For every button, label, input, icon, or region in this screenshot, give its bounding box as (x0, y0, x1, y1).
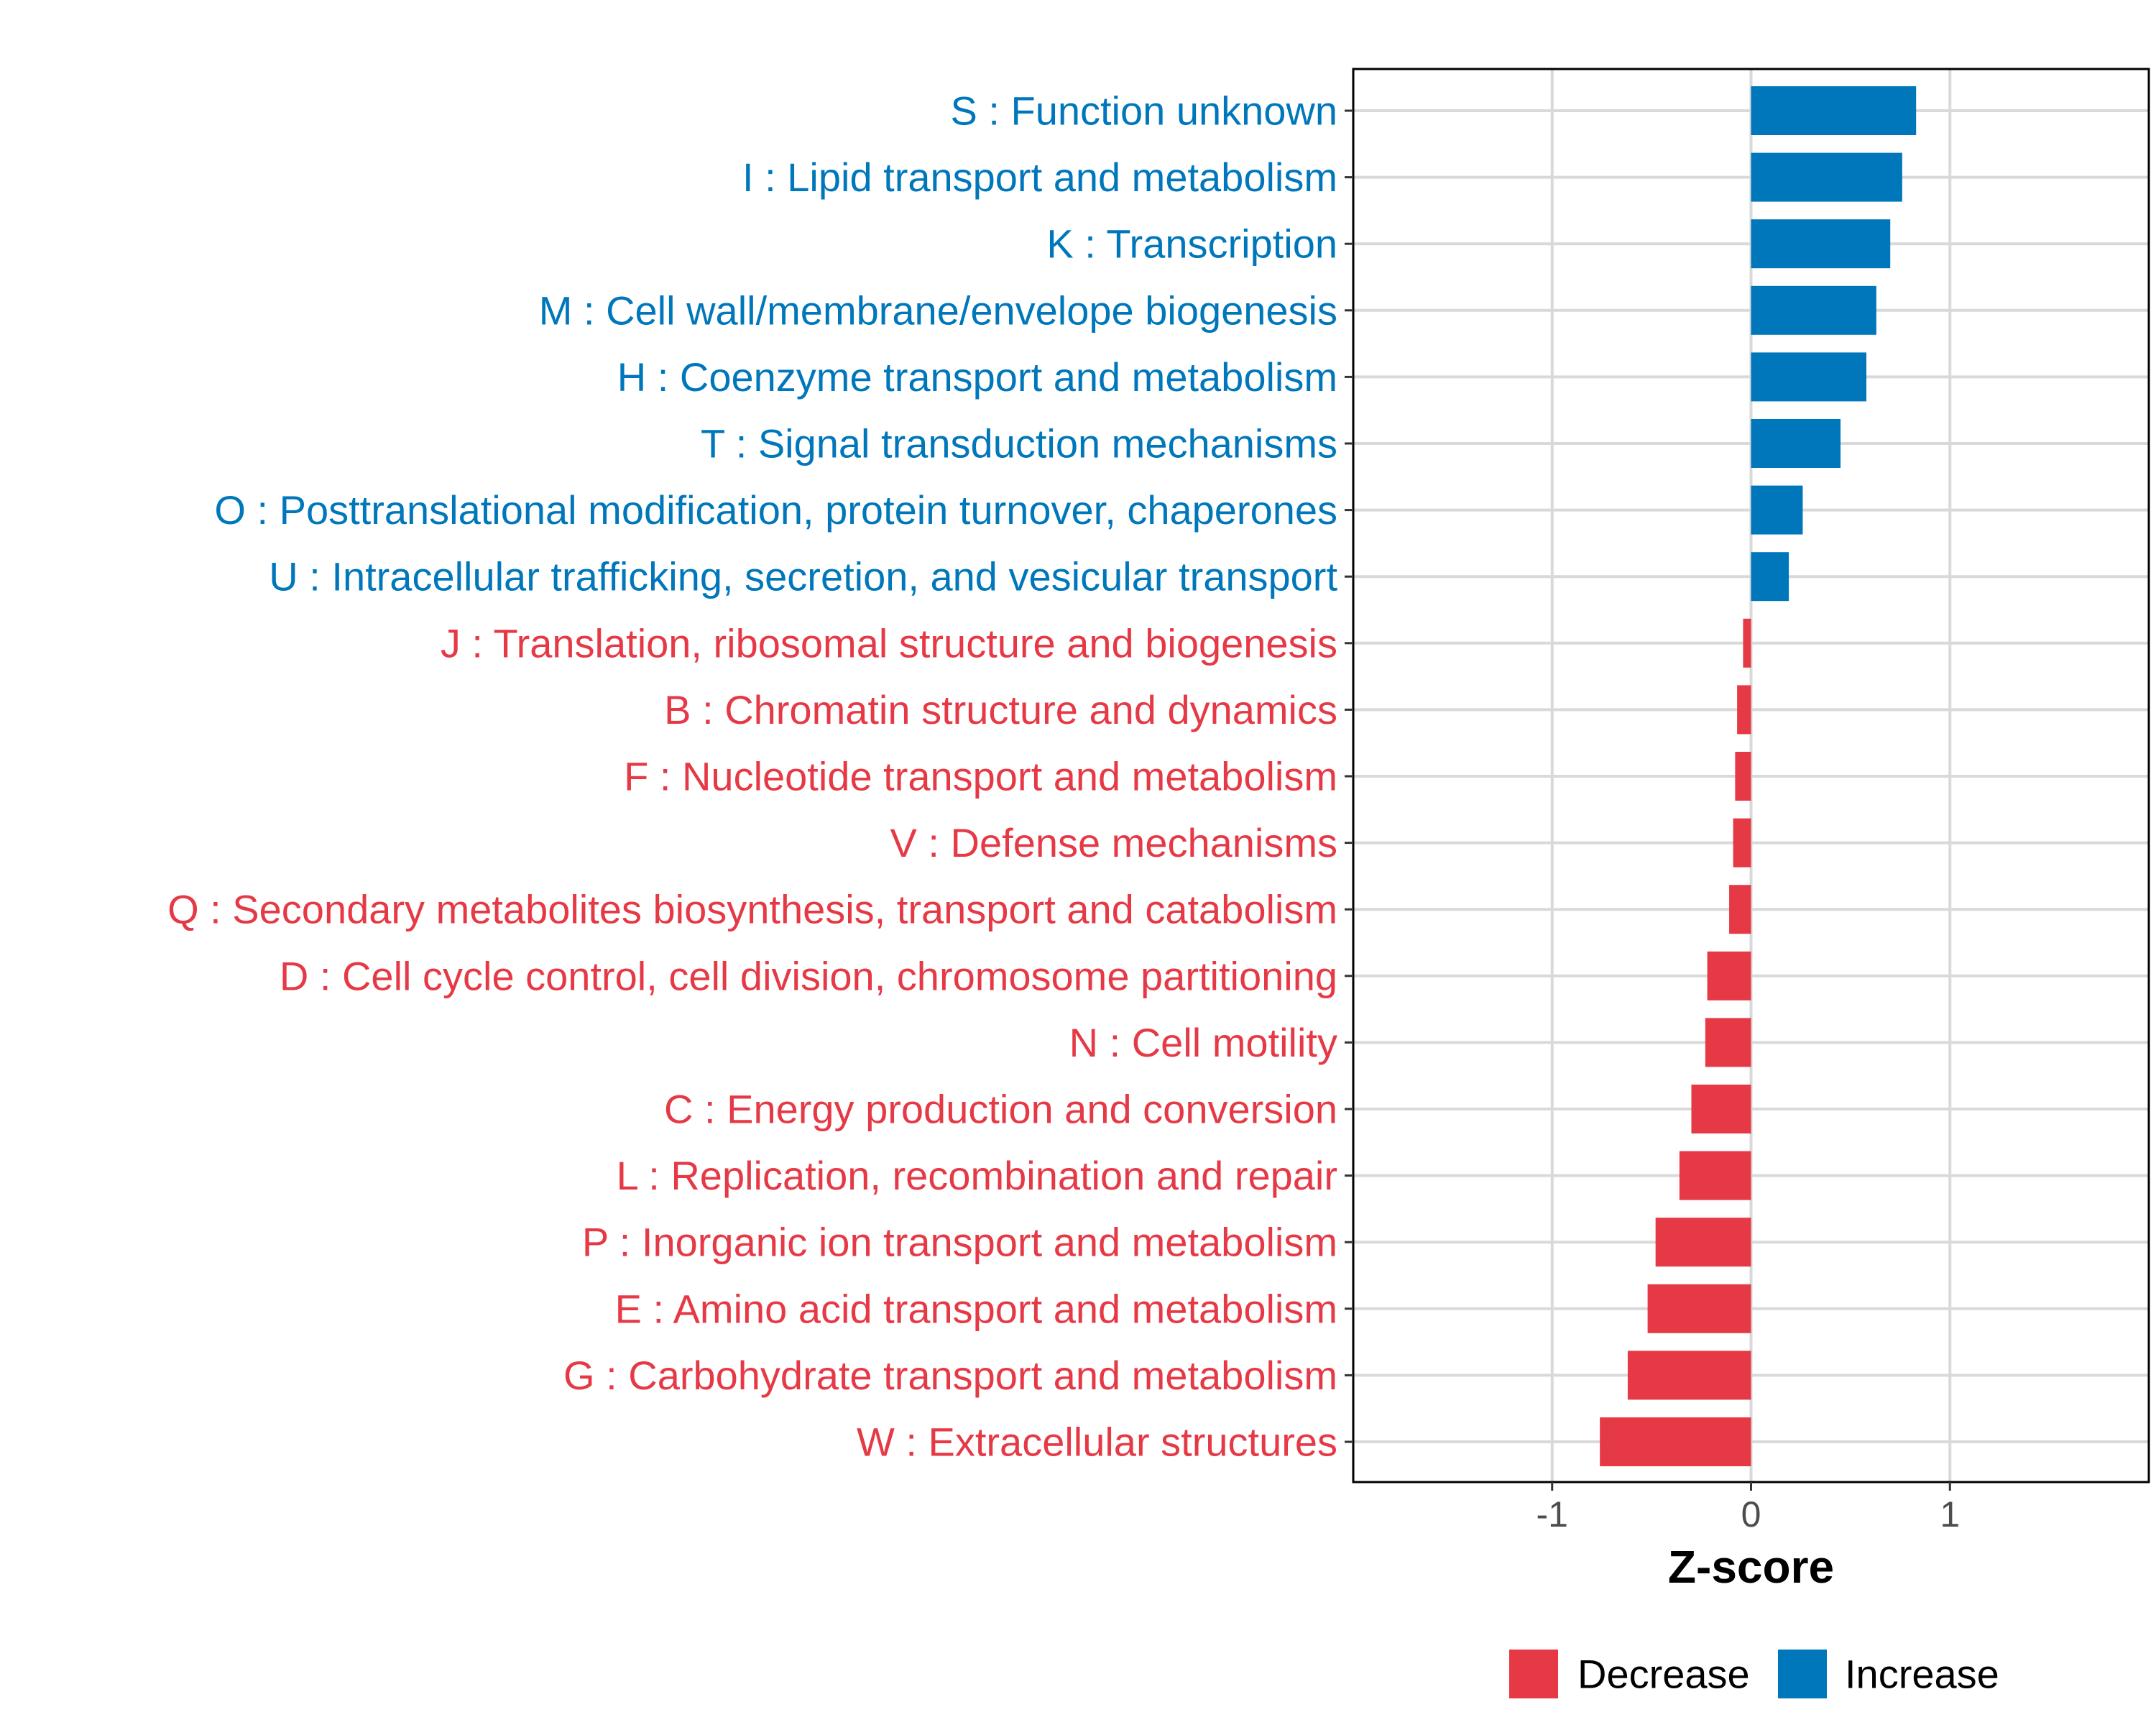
bar-14 (1707, 951, 1751, 1000)
bar-21 (1600, 1417, 1751, 1466)
category-label-4: M : Cell wall/membrane/envelope biogenes… (539, 288, 1337, 333)
bar-11 (1735, 752, 1751, 801)
bar-15 (1705, 1018, 1751, 1067)
category-label-10: B : Chromatin structure and dynamics (664, 687, 1337, 732)
category-label-11: F : Nucleotide transport and metabolism (624, 754, 1337, 799)
bar-19 (1647, 1284, 1751, 1333)
legend-label-decrease: Decrease (1577, 1652, 1750, 1697)
category-label-9: J : Translation, ribosomal structure and… (441, 620, 1337, 666)
category-label-7: O : Posttranslational modification, prot… (214, 487, 1337, 533)
y-axis: S : Function unknown I : Lipid transport … (167, 88, 1353, 1465)
category-label-20: G : Carbohydrate transport and metabolis… (563, 1353, 1337, 1398)
category-label-18: P : Inorganic ion transport and metaboli… (582, 1220, 1337, 1265)
category-label-15: N : Cell motility (1069, 1020, 1337, 1065)
category-label-12: V : Defense mechanisms (890, 820, 1337, 865)
bar-7 (1751, 485, 1803, 535)
x-tick-label-1: 0 (1741, 1494, 1761, 1535)
bar-1 (1751, 86, 1917, 135)
category-label-21: W : Extracellular structures (857, 1420, 1337, 1465)
bar-9 (1743, 618, 1751, 668)
bars (1600, 86, 1917, 1466)
bar-4 (1751, 285, 1876, 335)
bar-8 (1751, 552, 1789, 602)
x-tick-label-2: 1 (1940, 1494, 1960, 1535)
category-label-1: S : Function unknown (950, 88, 1337, 134)
category-label-3: K : Transcription (1046, 221, 1337, 267)
bar-18 (1655, 1218, 1751, 1267)
category-label-2: I : Lipid transport and metabolism (742, 155, 1337, 200)
x-tick-label-0: -1 (1537, 1494, 1568, 1535)
category-label-5: H : Coenzyme transport and metabolism (617, 354, 1337, 400)
legend-swatch-decrease (1509, 1650, 1558, 1698)
category-label-13: Q : Secondary metabolites biosynthesis, … (167, 887, 1337, 932)
bar-13 (1729, 885, 1751, 934)
category-label-8: U : Intracellular trafficking, secretion… (269, 554, 1337, 599)
category-label-14: D : Cell cycle control, cell division, c… (280, 953, 1337, 998)
x-axis-title: Z-score (1668, 1541, 1834, 1593)
category-label-6: T : Signal transduction mechanisms (701, 421, 1337, 466)
legend: Decrease Increase (1509, 1650, 1999, 1698)
x-axis: -1 0 1 (1537, 1482, 1960, 1535)
bar-20 (1627, 1351, 1751, 1400)
bar-2 (1751, 152, 1902, 202)
bar-3 (1751, 219, 1891, 269)
bar-12 (1733, 818, 1751, 868)
legend-swatch-increase (1778, 1650, 1827, 1698)
bar-16 (1691, 1085, 1751, 1133)
bar-5 (1751, 352, 1867, 402)
bar-10 (1737, 685, 1751, 735)
bar-17 (1679, 1151, 1751, 1200)
category-label-19: E : Amino acid transport and metabolism (615, 1286, 1337, 1331)
bar-6 (1751, 419, 1841, 468)
category-label-17: L : Replication, recombination and repai… (617, 1153, 1337, 1198)
category-label-16: C : Energy production and conversion (664, 1087, 1337, 1132)
legend-label-increase: Increase (1845, 1652, 1999, 1697)
